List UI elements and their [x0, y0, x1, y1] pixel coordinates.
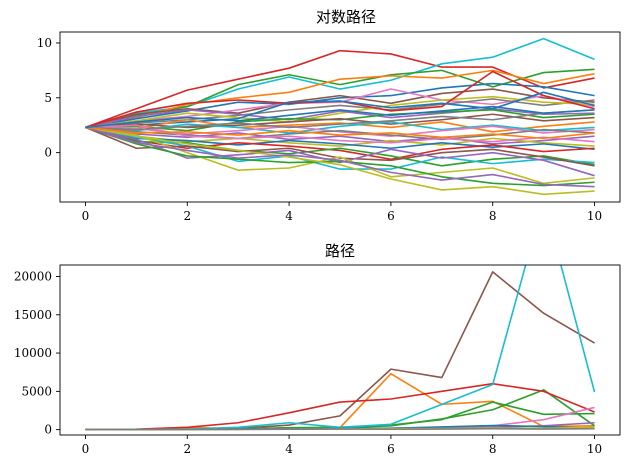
log-paths-series-line-18 — [85, 126, 595, 145]
paths-series-line-10 — [85, 427, 595, 431]
log-paths-series-line-29 — [85, 126, 595, 188]
paths-x-tick-label: 6 — [387, 442, 395, 456]
paths-y-tick-label: 20000 — [14, 269, 52, 283]
paths-series-line-0 — [85, 271, 595, 431]
log-paths-frame — [59, 31, 621, 203]
paths-x-tick-label: 10 — [587, 442, 602, 456]
paths-x-tick-label: 2 — [183, 442, 191, 456]
paths-x-tick-label: 8 — [489, 442, 497, 456]
paths-y-tick-label: 15000 — [14, 308, 52, 322]
log-paths-series-line-17 — [85, 126, 595, 141]
log-paths-ticks: 0 2 4 6 8 10 0 5 10 — [37, 36, 602, 223]
log-paths-x-tick-label: 0 — [82, 209, 90, 223]
log-paths-series-line-23 — [85, 126, 595, 170]
log-paths-series-line-32 — [85, 126, 595, 140]
paths-series-line-4 — [85, 382, 595, 431]
log-paths-series-line-15 — [85, 121, 595, 134]
log-paths-x-tick-label: 10 — [587, 209, 602, 223]
log-paths-series-group — [85, 37, 595, 196]
log-paths-x-tick-label: 2 — [183, 209, 191, 223]
log-paths-series-line-31 — [85, 109, 595, 131]
paths-y-tick-label: 0 — [44, 423, 52, 437]
paths-x-tick-label: 4 — [285, 442, 293, 456]
paths-x-tick-label: 0 — [82, 442, 90, 456]
paths-title: 路径 — [325, 242, 355, 260]
paths-series-line-2 — [85, 389, 596, 431]
log-paths-x-tick-label: 4 — [285, 209, 293, 223]
log-paths-series-line-28 — [85, 126, 595, 196]
log-paths-y-tick-label: 5 — [44, 91, 52, 105]
log-paths-series-line-4 — [85, 82, 595, 129]
paths-series-group — [85, 265, 596, 431]
paths-y-tick-label: 5000 — [21, 384, 52, 398]
log-paths-series-line-3 — [85, 69, 595, 129]
log-paths-series-line-21 — [85, 126, 595, 161]
log-paths-y-tick-label: 10 — [37, 36, 52, 50]
log-paths-chart: 对数路径 0 2 4 6 8 10 0 5 10 — [37, 8, 621, 223]
log-paths-plot-area — [85, 37, 595, 196]
log-paths-series-line-20 — [85, 126, 595, 151]
log-paths-title: 对数路径 — [316, 8, 376, 26]
paths-plot-area — [85, 265, 596, 431]
log-paths-series-line-12 — [85, 109, 595, 132]
log-paths-series-line-33 — [85, 105, 595, 129]
log-paths-x-tick-label: 6 — [387, 209, 395, 223]
paths-chart: 路径 0 2 4 6 8 10 0 5000 10000 15000 20000 — [14, 242, 621, 456]
log-paths-series-line-26 — [85, 126, 595, 185]
log-paths-series-line-13 — [85, 118, 595, 133]
log-paths-series-line-27 — [85, 126, 595, 187]
log-paths-series-line-5 — [85, 88, 595, 129]
log-paths-y-tick-label: 0 — [44, 146, 52, 160]
log-paths-series-line-7 — [85, 98, 595, 129]
log-paths-series-line-8 — [85, 95, 595, 129]
log-paths-x-tick-label: 8 — [489, 209, 497, 223]
paths-series-line-7 — [85, 265, 596, 431]
paths-ticks: 0 2 4 6 8 10 0 5000 10000 15000 20000 — [14, 269, 602, 456]
paths-y-tick-label: 10000 — [14, 346, 52, 360]
paths-frame — [59, 264, 621, 436]
log-paths-series-line-9 — [85, 107, 595, 129]
